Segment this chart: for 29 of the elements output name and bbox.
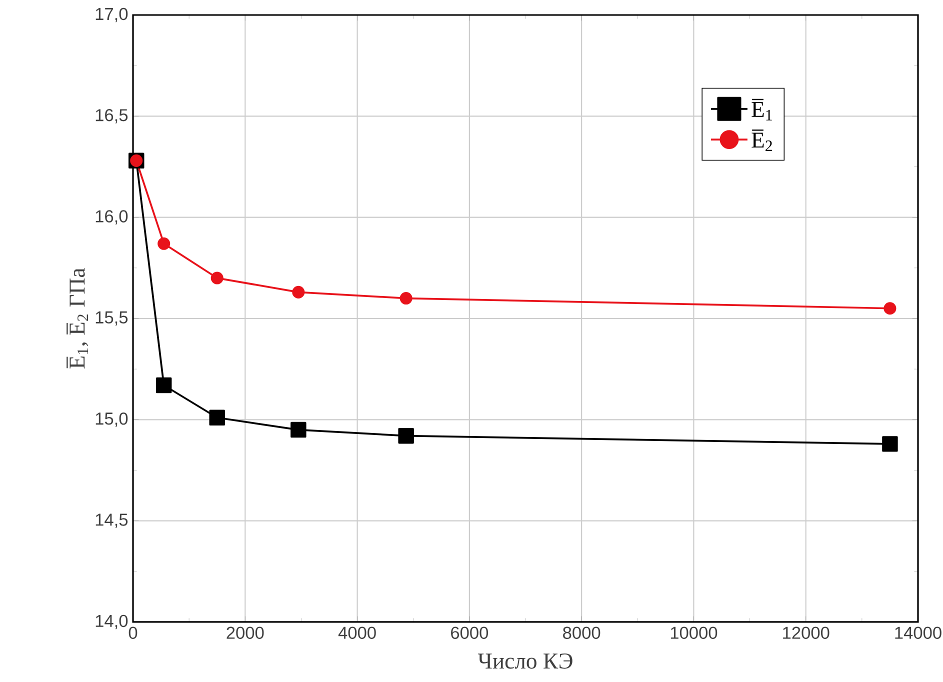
y-tick-label: 16,5 — [96, 109, 128, 124]
point — [290, 422, 306, 438]
x-tick-label: 14000 — [895, 626, 942, 639]
x-tick-label: 8000 — [563, 626, 600, 639]
y-axis-title: E̅$_{1}$, E̅$_{2}$ ГПа — [66, 268, 88, 369]
y-tick-label: 16,0 — [96, 210, 128, 224]
point — [209, 410, 225, 426]
x-axis-title: Число КЭ — [478, 653, 572, 669]
y-tick-label: 15,5 — [96, 311, 128, 326]
point — [292, 286, 305, 298]
y-tick-label: 17,0 — [96, 8, 128, 22]
point — [156, 377, 172, 394]
x-tick-label: 2000 — [226, 626, 264, 639]
x-tick-label: 6000 — [451, 626, 488, 639]
y-tick-label: 15,0 — [96, 412, 128, 427]
y-tick-label: 14,0 — [96, 614, 128, 630]
x-tick-label: 12000 — [783, 626, 830, 639]
point — [400, 292, 412, 305]
point — [398, 428, 414, 444]
point — [210, 272, 224, 284]
point — [882, 436, 898, 452]
point — [158, 237, 170, 250]
point — [884, 302, 896, 315]
x-tick-label: 10000 — [670, 626, 718, 639]
legend-label: E̅$_{1}$ — [752, 98, 772, 120]
x-tick-label: 0 — [128, 626, 138, 639]
legend-label: E̅$_{2}$ — [752, 130, 772, 152]
x-tick-label: 4000 — [338, 626, 376, 639]
y-tick-label: 14,5 — [96, 514, 128, 528]
